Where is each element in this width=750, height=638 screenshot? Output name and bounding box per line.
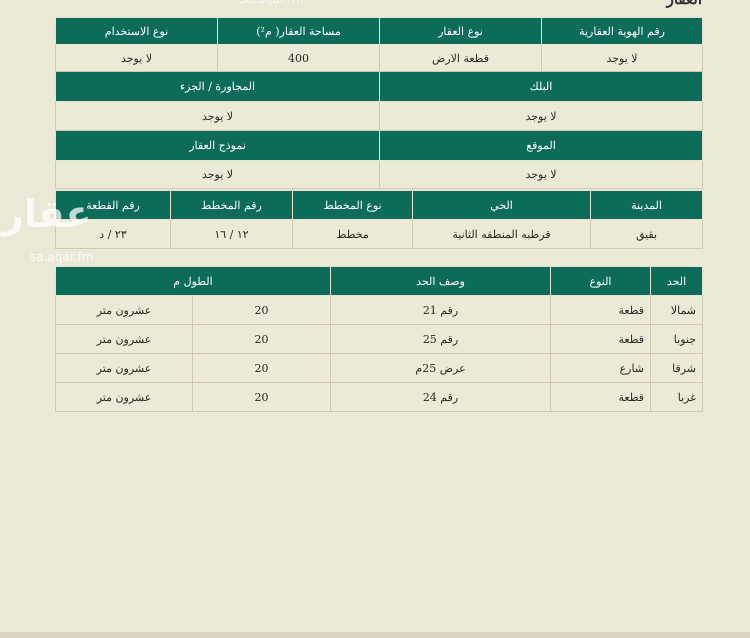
- header-cell: الحد: [650, 266, 704, 296]
- header-row: رقم الهوية العقارية نوع العقار مساحة الع…: [55, 17, 703, 45]
- location-table: المدينة الحي نوع المخطط رقم المخطط رقم ا…: [55, 190, 703, 249]
- page-edge: [0, 632, 750, 638]
- boundary-type: قطعة: [550, 324, 652, 354]
- site: لا يوجد: [379, 160, 703, 189]
- boundary-type: شارع: [550, 353, 652, 383]
- plan-type: مخطط: [292, 219, 413, 249]
- header-cell: الحي: [412, 190, 591, 220]
- header-row: البلك المجاورة / الجزء: [55, 71, 703, 102]
- length-words: عشرون متر: [54, 353, 194, 383]
- property-area: 400: [217, 44, 380, 72]
- length: 20: [192, 382, 332, 412]
- table-row: جنوبا قطعة رقم 25 20 عشرون متر: [54, 324, 704, 354]
- section-title: العقار: [667, 0, 702, 8]
- property-model: لا يوجد: [55, 160, 380, 189]
- header-cell: نوع العقار: [379, 17, 542, 45]
- city: بقيق: [590, 219, 703, 249]
- header-cell: رقم المخطط: [170, 190, 293, 220]
- boundary-type: قطعة: [550, 382, 652, 412]
- header-cell: المجاورة / الجزء: [55, 71, 380, 102]
- header-cell: البلك: [379, 71, 703, 102]
- direction: جنوبا: [650, 324, 704, 354]
- header-cell: نوع الاستخدام: [55, 17, 218, 45]
- length-words: عشرون متر: [54, 324, 194, 354]
- header-cell: نموذج العقار: [55, 130, 380, 161]
- property-info-table: رقم الهوية العقارية نوع العقار مساحة الع…: [55, 17, 703, 189]
- table-row: شمالا قطعة رقم 21 20 عشرون متر: [54, 295, 704, 325]
- length: 20: [192, 324, 332, 354]
- watermark-logo: عقار: [2, 192, 92, 236]
- block: لا يوجد: [379, 101, 703, 131]
- table-row: شرقا شارع عرض 25م 20 عشرون متر: [54, 353, 704, 383]
- header-cell: وصف الحد: [330, 266, 552, 296]
- header-cell: النوع: [550, 266, 652, 296]
- table-row: غربا قطعة رقم 24 20 عشرون متر: [54, 382, 704, 412]
- watermark-url-top: sa.aqar.fm: [240, 0, 303, 6]
- usage-type: لا يوجد: [55, 44, 218, 72]
- plan-number: ١٢ / ١٦: [170, 219, 293, 249]
- header-row: المدينة الحي نوع المخطط رقم المخطط رقم ا…: [55, 190, 703, 220]
- property-type: قطعة الارض: [379, 44, 542, 72]
- header-row: الموقع نموذج العقار: [55, 130, 703, 161]
- header-cell: الموقع: [379, 130, 703, 161]
- header-cell: نوع المخطط: [292, 190, 413, 220]
- direction: شرقا: [650, 353, 704, 383]
- boundary-description: عرض 25م: [330, 353, 552, 383]
- length: 20: [192, 353, 332, 383]
- header-row: الحد النوع وصف الحد الطول م: [54, 266, 704, 296]
- boundary-description: رقم 24: [330, 382, 552, 412]
- value-row: لا يوجد قطعة الارض 400 لا يوجد: [55, 44, 703, 72]
- boundaries-table: الحد النوع وصف الحد الطول م شمالا قطعة ر…: [54, 266, 704, 412]
- boundary-description: رقم 21: [330, 295, 552, 325]
- neighborhood-part: لا يوجد: [55, 101, 380, 131]
- header-cell: رقم الهوية العقارية: [541, 17, 703, 45]
- boundary-description: رقم 25: [330, 324, 552, 354]
- watermark-url: sa.aqar.fm: [30, 250, 94, 264]
- value-row: لا يوجد لا يوجد: [55, 160, 703, 189]
- boundary-type: قطعة: [550, 295, 652, 325]
- header-cell: الطول م: [54, 266, 332, 296]
- value-row: بقيق قرطبه المنطقه الثانية مخطط ١٢ / ١٦ …: [55, 219, 703, 249]
- length: 20: [192, 295, 332, 325]
- header-cell: رقم القطعة: [55, 190, 171, 220]
- length-words: عشرون متر: [54, 295, 194, 325]
- property-id: لا يوجد: [541, 44, 703, 72]
- direction: غربا: [650, 382, 704, 412]
- header-cell: مساحة العقار( م²): [217, 17, 380, 45]
- value-row: لا يوجد لا يوجد: [55, 101, 703, 131]
- plot-number: ٢٣ / د: [55, 219, 171, 249]
- district: قرطبه المنطقه الثانية: [412, 219, 591, 249]
- length-words: عشرون متر: [54, 382, 194, 412]
- header-cell: المدينة: [590, 190, 703, 220]
- direction: شمالا: [650, 295, 704, 325]
